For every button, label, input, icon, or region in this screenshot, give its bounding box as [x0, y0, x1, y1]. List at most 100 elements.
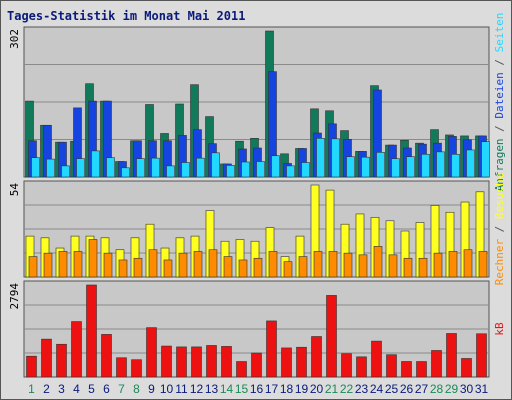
bar-seiten-day-1	[31, 157, 40, 178]
bar-rechner-day-23	[358, 254, 368, 278]
x-tick-day-14: 14	[220, 382, 234, 396]
bar-rechner-day-9	[148, 249, 158, 278]
chart-title: Tages-Statistik im Monat Mai 2011	[7, 9, 245, 23]
legend-seiten: Seiten	[493, 13, 506, 53]
bar-rechner-day-28	[433, 252, 443, 278]
bar-kb-day-28	[431, 350, 442, 378]
bar-kb-day-25	[386, 354, 397, 378]
panel-top: 302 Anfragen / Dateien / Seiten	[8, 13, 506, 192]
bar-seiten-day-24	[376, 152, 385, 178]
bar-kb-day-16	[251, 352, 262, 378]
x-tick-day-4: 4	[73, 382, 80, 396]
right-legend-middle: Rechner / Besuche	[493, 173, 506, 286]
bar-kb-day-31	[476, 333, 487, 378]
x-tick-day-28: 28	[430, 382, 444, 396]
x-tick-day-12: 12	[190, 382, 204, 396]
x-tick-day-1: 1	[28, 382, 35, 396]
x-tick-day-8: 8	[133, 382, 140, 396]
x-tick-day-30: 30	[460, 382, 474, 396]
legend-separator: /	[493, 52, 506, 72]
panel-middle: 54 Rechner / Besuche	[8, 173, 506, 286]
x-tick-day-11: 11	[175, 382, 188, 396]
bar-rechner-day-3	[58, 251, 68, 278]
bar-seiten-day-3	[61, 165, 70, 178]
bar-seiten-day-30	[466, 149, 475, 178]
bar-rechner-day-2	[43, 252, 53, 278]
bar-kb-day-23	[356, 356, 367, 378]
x-tick-day-23: 23	[355, 382, 369, 396]
bar-seiten-day-8	[136, 158, 145, 178]
x-tick-day-3: 3	[58, 382, 65, 396]
bar-kb-day-5	[86, 284, 97, 378]
bar-rechner-day-19	[298, 256, 308, 278]
bar-rechner-day-11	[178, 252, 188, 278]
bar-rechner-day-17	[268, 251, 278, 278]
x-tick-day-6: 6	[103, 382, 110, 396]
bar-seiten-day-10	[166, 165, 175, 178]
right-legend-top: Anfragen / Dateien / Seiten	[493, 13, 506, 192]
bar-kb-day-13	[206, 345, 217, 378]
bar-kb-day-14	[221, 346, 232, 378]
bar-seiten-day-22	[346, 156, 355, 178]
bar-seiten-day-15	[241, 161, 250, 178]
bar-rechner-day-21	[328, 251, 338, 278]
x-tick-day-19: 19	[295, 382, 309, 396]
bar-seiten-day-26	[406, 156, 415, 178]
x-tick-day-22: 22	[340, 382, 354, 396]
bar-seiten-day-28	[436, 151, 445, 178]
bar-seiten-day-2	[46, 158, 55, 178]
bar-seiten-day-25	[391, 158, 400, 178]
bar-seiten-day-16	[256, 161, 265, 178]
panel-bottom: 2794 kB	[8, 280, 506, 378]
bar-rechner-day-22	[343, 252, 353, 278]
right-legend-bottom: kB	[493, 322, 506, 336]
bar-kb-day-27	[416, 361, 427, 378]
bar-kb-day-19	[296, 346, 307, 378]
bar-rechner-day-16	[253, 257, 263, 278]
bar-kb-day-4	[71, 321, 82, 378]
bar-rechner-day-5	[88, 239, 98, 278]
bar-seiten-day-5	[91, 150, 100, 178]
bar-seiten-day-6	[106, 157, 115, 178]
bar-kb-day-7	[116, 357, 127, 378]
bar-kb-day-24	[371, 340, 382, 378]
x-tick-day-10: 10	[160, 382, 174, 396]
bar-seiten-day-18	[286, 165, 295, 178]
bar-seiten-day-29	[451, 153, 460, 178]
bar-rechner-day-15	[238, 259, 248, 278]
y-max-label: 2794	[8, 283, 21, 310]
x-tick-day-15: 15	[235, 382, 249, 396]
bar-seiten-day-9	[151, 157, 160, 178]
bar-rechner-day-25	[388, 254, 398, 278]
legend-separator: /	[493, 119, 506, 139]
bar-kb-day-15	[236, 361, 247, 378]
x-tick-day-5: 5	[88, 382, 95, 396]
bar-rechner-day-8	[133, 257, 143, 278]
bar-seiten-day-7	[121, 167, 130, 178]
x-tick-day-16: 16	[250, 382, 264, 396]
bar-kb-day-20	[311, 336, 322, 378]
bar-kb-day-9	[146, 327, 157, 378]
y-max-label: 54	[8, 183, 21, 197]
bar-seiten-day-20	[316, 138, 325, 178]
bar-seiten-day-27	[421, 153, 430, 178]
x-tick-day-27: 27	[415, 382, 429, 396]
bar-kb-day-18	[281, 347, 292, 378]
bar-kb-day-22	[341, 353, 352, 378]
bar-seiten-day-12	[196, 157, 205, 178]
bar-rechner-day-29	[448, 251, 458, 278]
x-tick-day-2: 2	[43, 382, 50, 396]
bar-rechner-day-12	[193, 251, 203, 278]
x-tick-day-7: 7	[118, 382, 125, 396]
bar-seiten-day-4	[76, 158, 85, 178]
x-tick-day-13: 13	[205, 382, 219, 396]
x-tick-day-9: 9	[148, 382, 155, 396]
bar-rechner-day-31	[478, 251, 488, 278]
bar-rechner-day-7	[118, 259, 128, 278]
bar-kb-day-12	[191, 346, 202, 378]
legend-dateien: Dateien	[493, 72, 506, 118]
bar-kb-day-29	[446, 333, 457, 378]
legend-besuche: Besuche	[493, 173, 506, 219]
bar-kb-day-2	[41, 338, 52, 378]
